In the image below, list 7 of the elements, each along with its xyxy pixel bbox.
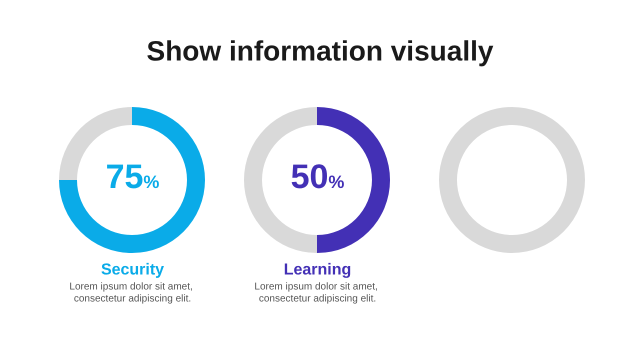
text: Lorem ipsum dolor sit amet, consectetur adipiscing elit. [69, 282, 196, 304]
text: 50% [290, 158, 344, 196]
text: Lorem ipsum dolor sit amet, consectetur adipiscing elit. [254, 282, 381, 304]
text: Security [100, 262, 164, 278]
text: Learning [284, 262, 352, 278]
text: Show information visually [146, 36, 494, 66]
text: 75% [106, 158, 160, 196]
